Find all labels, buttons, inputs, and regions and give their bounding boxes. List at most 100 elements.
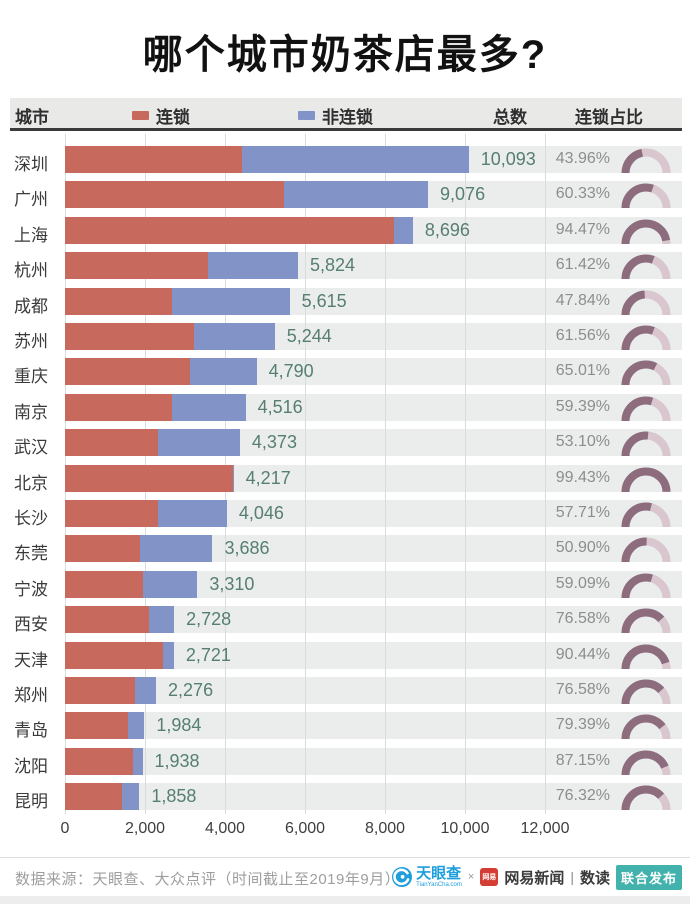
city-label: 北京 xyxy=(14,473,48,493)
chain-bar-segment xyxy=(65,181,285,209)
x-axis-tick-8000: 8,000 xyxy=(364,820,406,837)
chart-row: 苏州 5,244 61.56% xyxy=(0,319,690,354)
city-label: 宁波 xyxy=(14,579,48,599)
total-value: 1,858 xyxy=(151,786,197,807)
chain-bar-segment xyxy=(65,323,195,350)
chain-share-gauge-icon xyxy=(621,183,671,209)
legend-chain-label: 连锁 xyxy=(156,108,190,127)
nonchain-bar-segment xyxy=(158,500,227,527)
joint-release-badge: 联合发布 xyxy=(615,864,682,890)
column-header-chain-share: 连锁占比 xyxy=(575,108,643,127)
chart-row: 杭州 5,824 61.42% xyxy=(0,248,690,283)
x-axis: 0 2,000 4,000 6,000 8,000 10,000 12,000 xyxy=(0,820,690,842)
legend-chain: 连锁 xyxy=(132,103,190,128)
chain-bar-segment xyxy=(65,464,233,492)
city-label: 武汉 xyxy=(14,438,48,458)
chain-share-value: 59.39% xyxy=(555,397,610,415)
nonchain-bar-segment xyxy=(128,712,145,740)
chain-share-gauge-icon xyxy=(621,360,671,386)
total-value: 5,615 xyxy=(301,290,347,311)
chain-bar-segment xyxy=(65,429,158,457)
total-value: 1,984 xyxy=(156,715,202,736)
total-value: 5,824 xyxy=(309,255,355,276)
chain-bar-segment xyxy=(65,287,173,315)
nonchain-bar-segment xyxy=(157,429,240,457)
nonchain-bar-segment xyxy=(143,570,198,598)
stacked-bar xyxy=(65,535,213,563)
stacked-bar xyxy=(65,146,469,173)
total-value: 3,686 xyxy=(224,538,270,559)
x-axis-tick-2000: 2,000 xyxy=(124,820,166,837)
chain-share-gauge-icon xyxy=(621,750,671,776)
chain-bar-segment xyxy=(65,535,141,563)
nonchain-bar-segment xyxy=(393,216,413,244)
nonchain-bar-segment xyxy=(194,323,275,350)
tianyancha-logo-icon xyxy=(392,867,413,887)
chart-row: 成都 5,615 47.84% xyxy=(0,284,690,319)
nonchain-bar-segment xyxy=(134,677,157,704)
city-label: 西安 xyxy=(14,615,48,635)
city-label: 沈阳 xyxy=(14,756,48,776)
chain-share-value: 60.33% xyxy=(555,185,610,203)
chain-bar-segment xyxy=(65,393,173,421)
chart-row: 北京 4,217 99.43% xyxy=(0,461,690,496)
stacked-bar xyxy=(65,464,234,492)
chain-share-value: 76.32% xyxy=(555,787,610,805)
total-value: 10,093 xyxy=(480,149,536,169)
chain-share-value: 57.71% xyxy=(555,504,610,521)
chain-share-value: 59.09% xyxy=(555,574,610,592)
chain-share-gauge-icon xyxy=(621,644,671,669)
chain-bar-segment xyxy=(65,252,209,280)
chain-share-value: 61.42% xyxy=(555,256,610,274)
chain-share-value: 65.01% xyxy=(555,362,610,380)
stacked-bar xyxy=(65,181,429,209)
total-value: 3,310 xyxy=(209,573,255,594)
tianyancha-brand: 天眼查 TianYanCha.com xyxy=(391,866,462,888)
stacked-bar xyxy=(65,570,198,598)
stacked-bar xyxy=(65,606,175,634)
chart-row: 宁波 3,310 59.09% xyxy=(0,567,690,602)
chain-share-gauge-icon xyxy=(621,608,671,634)
chain-bar-segment xyxy=(65,358,190,386)
chain-bar-segment xyxy=(65,216,394,244)
chain-share-value: 76.58% xyxy=(555,681,610,698)
gridline-12000 xyxy=(545,134,546,814)
nonchain-bar-segment xyxy=(208,252,298,280)
chain-share-value: 87.15% xyxy=(555,751,610,769)
chart-row: 深圳 10,093 43.96% xyxy=(0,142,690,177)
row-background-band xyxy=(65,677,682,704)
stacked-bar xyxy=(65,747,143,775)
city-label: 东莞 xyxy=(14,544,48,564)
total-value: 5,244 xyxy=(286,326,332,346)
city-label: 杭州 xyxy=(14,261,48,281)
chain-share-gauge-icon xyxy=(621,325,671,351)
x-axis-tick-4000: 4,000 xyxy=(204,820,246,837)
total-value: 4,217 xyxy=(245,467,291,488)
x-axis-tick-12000: 12,000 xyxy=(520,820,570,837)
chart-row: 上海 8,696 94.47% xyxy=(0,213,690,248)
tianyancha-url: TianYanCha.com xyxy=(416,882,462,888)
shudu-label: 数读 xyxy=(579,869,610,887)
data-source-note: 数据来源：天眼查、大众点评（时间截止至2019年9月） xyxy=(15,871,401,888)
chain-share-gauge-icon xyxy=(621,290,671,315)
chart-row: 广州 9,076 60.33% xyxy=(0,177,690,212)
chart-row: 青岛 1,984 79.39% xyxy=(0,708,690,743)
total-value: 4,046 xyxy=(238,503,284,523)
column-header-city: 城市 xyxy=(15,108,49,127)
x-axis-tick-0: 0 xyxy=(60,820,70,837)
row-background-band xyxy=(65,712,682,740)
chain-share-gauge-icon xyxy=(621,219,671,245)
column-header-bar: 城市 连锁 非连锁 总数 连锁占比 xyxy=(10,98,682,131)
tianyancha-name: 天眼查 xyxy=(416,865,462,882)
row-background-band xyxy=(65,747,682,775)
chain-share-gauge-icon xyxy=(621,431,671,457)
city-label: 上海 xyxy=(14,225,48,245)
bottom-edge-strip xyxy=(0,896,690,904)
stacked-bar xyxy=(65,712,145,740)
page-title: 哪个城市奶茶店最多? xyxy=(142,33,548,77)
chain-bar-segment xyxy=(65,712,128,740)
chain-color-swatch xyxy=(132,111,149,120)
legend-nonchain-label: 非连锁 xyxy=(322,108,373,127)
chart-row: 东莞 3,686 50.90% xyxy=(0,531,690,566)
chain-share-value: 61.56% xyxy=(555,327,610,344)
